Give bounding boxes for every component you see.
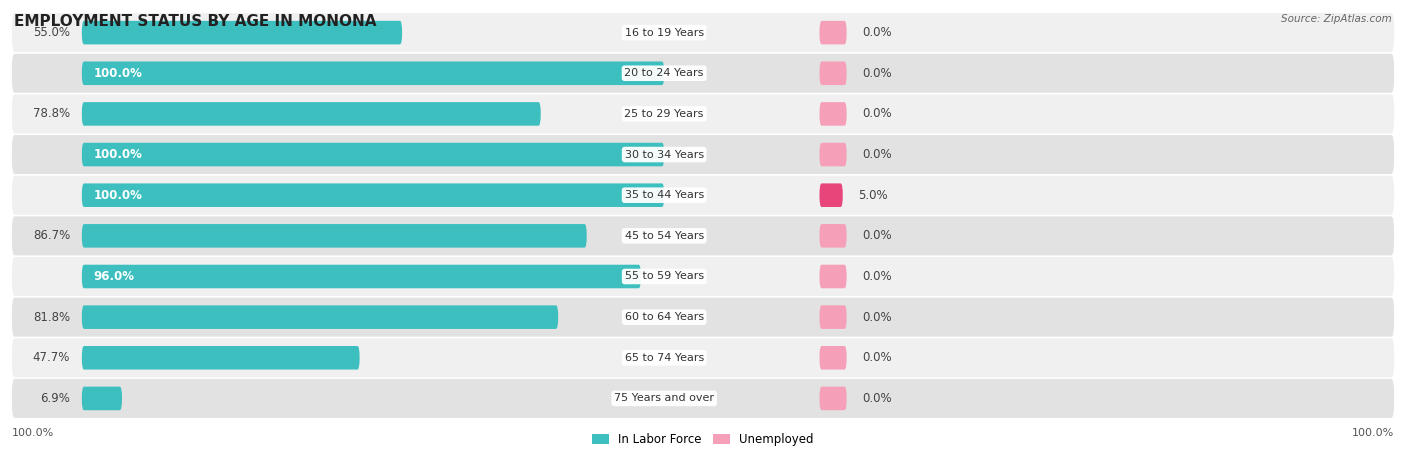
FancyBboxPatch shape (820, 265, 846, 288)
Text: 0.0%: 0.0% (862, 351, 891, 364)
FancyBboxPatch shape (11, 135, 1395, 174)
Text: Source: ZipAtlas.com: Source: ZipAtlas.com (1281, 14, 1392, 23)
Text: 100.0%: 100.0% (1351, 428, 1395, 438)
FancyBboxPatch shape (11, 257, 1395, 296)
Text: 30 to 34 Years: 30 to 34 Years (624, 149, 704, 160)
FancyBboxPatch shape (82, 184, 664, 207)
FancyBboxPatch shape (820, 346, 846, 369)
FancyBboxPatch shape (82, 306, 558, 329)
Text: 0.0%: 0.0% (862, 270, 891, 283)
Text: 60 to 64 Years: 60 to 64 Years (624, 312, 704, 322)
Text: 25 to 29 Years: 25 to 29 Years (624, 109, 704, 119)
FancyBboxPatch shape (820, 224, 846, 248)
FancyBboxPatch shape (11, 216, 1395, 255)
Text: 100.0%: 100.0% (93, 67, 142, 80)
Text: 5.0%: 5.0% (858, 189, 889, 202)
FancyBboxPatch shape (82, 102, 541, 126)
FancyBboxPatch shape (820, 387, 846, 410)
Text: 45 to 54 Years: 45 to 54 Years (624, 231, 704, 241)
Text: 6.9%: 6.9% (41, 392, 70, 405)
FancyBboxPatch shape (82, 143, 664, 166)
Text: 0.0%: 0.0% (862, 392, 891, 405)
Text: 0.0%: 0.0% (862, 148, 891, 161)
Text: 100.0%: 100.0% (11, 428, 55, 438)
Text: 20 to 24 Years: 20 to 24 Years (624, 68, 704, 78)
FancyBboxPatch shape (820, 62, 846, 85)
FancyBboxPatch shape (820, 184, 842, 207)
Text: 100.0%: 100.0% (93, 189, 142, 202)
Text: 78.8%: 78.8% (34, 108, 70, 121)
FancyBboxPatch shape (820, 21, 846, 45)
FancyBboxPatch shape (82, 224, 586, 248)
Text: 16 to 19 Years: 16 to 19 Years (624, 27, 704, 38)
Text: 0.0%: 0.0% (862, 26, 891, 39)
FancyBboxPatch shape (82, 387, 122, 410)
Text: 55.0%: 55.0% (34, 26, 70, 39)
Text: 86.7%: 86.7% (32, 230, 70, 243)
FancyBboxPatch shape (820, 143, 846, 166)
FancyBboxPatch shape (11, 379, 1395, 418)
Text: 47.7%: 47.7% (32, 351, 70, 364)
FancyBboxPatch shape (820, 306, 846, 329)
Text: EMPLOYMENT STATUS BY AGE IN MONONA: EMPLOYMENT STATUS BY AGE IN MONONA (14, 14, 377, 28)
FancyBboxPatch shape (82, 62, 664, 85)
Text: 75 Years and over: 75 Years and over (614, 393, 714, 404)
FancyBboxPatch shape (82, 21, 402, 45)
FancyBboxPatch shape (11, 297, 1395, 337)
Text: 96.0%: 96.0% (93, 270, 135, 283)
Text: 0.0%: 0.0% (862, 67, 891, 80)
Text: 0.0%: 0.0% (862, 108, 891, 121)
Text: 65 to 74 Years: 65 to 74 Years (624, 353, 704, 363)
FancyBboxPatch shape (11, 94, 1395, 133)
FancyBboxPatch shape (11, 13, 1395, 52)
Text: 100.0%: 100.0% (93, 148, 142, 161)
Text: 81.8%: 81.8% (34, 310, 70, 324)
FancyBboxPatch shape (11, 338, 1395, 377)
Legend: In Labor Force, Unemployed: In Labor Force, Unemployed (588, 428, 818, 450)
Text: 55 to 59 Years: 55 to 59 Years (624, 271, 704, 282)
FancyBboxPatch shape (82, 346, 360, 369)
FancyBboxPatch shape (82, 265, 641, 288)
Text: 0.0%: 0.0% (862, 310, 891, 324)
Text: 35 to 44 Years: 35 to 44 Years (624, 190, 704, 200)
FancyBboxPatch shape (820, 102, 846, 126)
Text: 0.0%: 0.0% (862, 230, 891, 243)
FancyBboxPatch shape (11, 176, 1395, 215)
FancyBboxPatch shape (11, 54, 1395, 93)
